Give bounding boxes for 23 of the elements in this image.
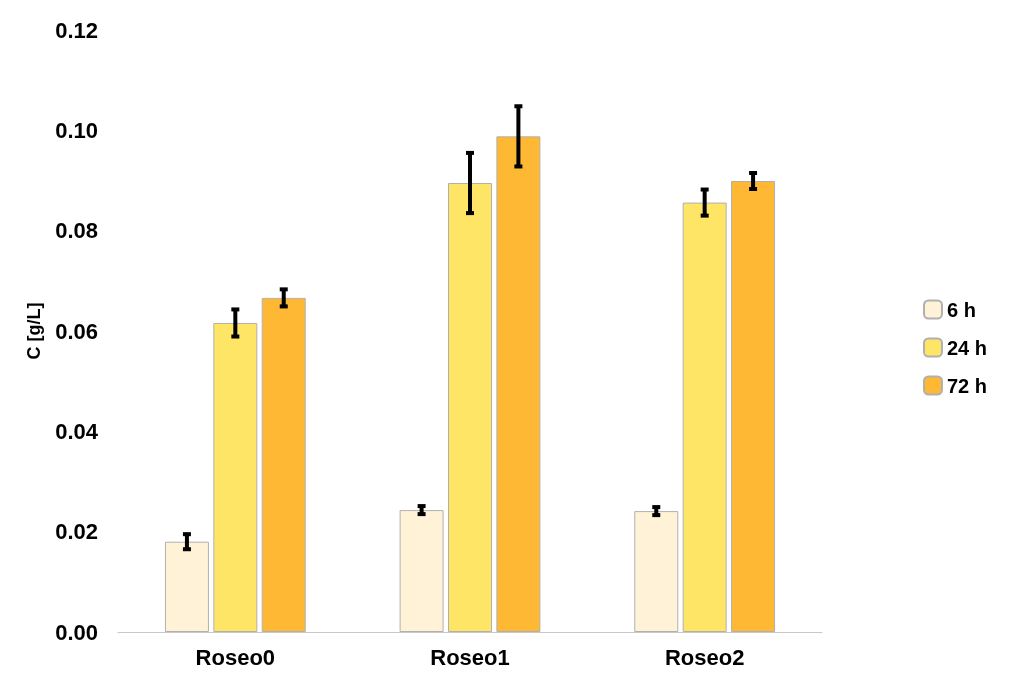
bar bbox=[164, 541, 209, 632]
bar bbox=[261, 297, 306, 632]
bar bbox=[448, 183, 492, 632]
legend-label: 6 h bbox=[946, 298, 976, 321]
y-tick-label: 0.08 bbox=[55, 218, 98, 244]
bar bbox=[634, 511, 679, 632]
y-tick-label: 0.02 bbox=[55, 519, 98, 545]
y-tick-label: 0.10 bbox=[55, 117, 98, 143]
y-tick-label: 0.04 bbox=[55, 418, 99, 444]
y-tick-label: 0.06 bbox=[55, 318, 98, 344]
legend-label: 72 h bbox=[946, 374, 988, 397]
bar bbox=[496, 136, 541, 632]
y-tick-label: 0.12 bbox=[55, 17, 98, 43]
bar bbox=[731, 181, 776, 632]
bar bbox=[213, 322, 258, 632]
y-axis-title: C [g/L] bbox=[24, 302, 44, 360]
legend-label: 24 h bbox=[946, 336, 988, 359]
y-tick-label: 0.00 bbox=[55, 619, 98, 645]
bar bbox=[682, 202, 727, 632]
bar bbox=[399, 510, 444, 632]
x-tick-label: Roseo2 bbox=[664, 644, 745, 670]
x-tick-label: Roseo0 bbox=[195, 644, 276, 670]
x-tick-label: Roseo1 bbox=[430, 644, 510, 670]
